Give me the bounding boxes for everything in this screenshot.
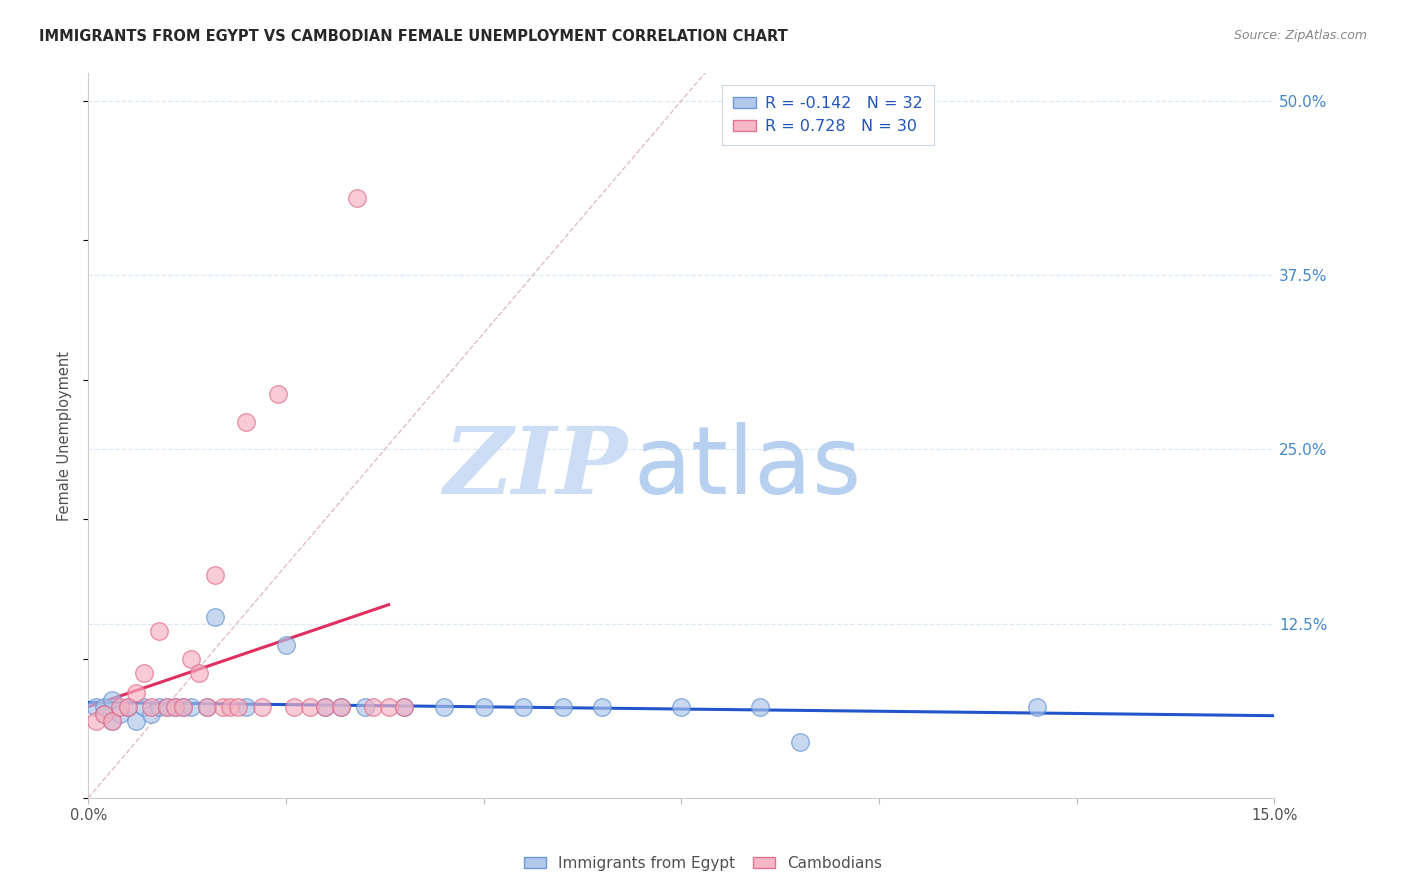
Point	[472, 700, 495, 714]
Point	[132, 700, 155, 714]
Point	[156, 700, 179, 714]
Point	[1026, 700, 1049, 714]
Point	[195, 700, 218, 714]
Point	[141, 707, 163, 722]
Point	[211, 700, 233, 714]
Point	[132, 665, 155, 680]
Point	[274, 638, 297, 652]
Point	[101, 714, 124, 729]
Point	[551, 700, 574, 714]
Point	[235, 700, 257, 714]
Point	[172, 700, 194, 714]
Y-axis label: Female Unemployment: Female Unemployment	[58, 351, 72, 521]
Legend: R = -0.142   N = 32, R = 0.728   N = 30: R = -0.142 N = 32, R = 0.728 N = 30	[723, 85, 934, 145]
Point	[228, 700, 250, 714]
Point	[204, 609, 226, 624]
Point	[156, 700, 179, 714]
Text: Source: ZipAtlas.com: Source: ZipAtlas.com	[1233, 29, 1367, 42]
Point	[250, 700, 273, 714]
Point	[165, 700, 187, 714]
Point	[298, 700, 321, 714]
Point	[749, 700, 772, 714]
Point	[330, 700, 353, 714]
Point	[195, 700, 218, 714]
Text: ZIP: ZIP	[444, 423, 628, 513]
Point	[314, 700, 336, 714]
Point	[101, 714, 124, 729]
Point	[219, 700, 242, 714]
Point	[165, 700, 187, 714]
Point	[141, 700, 163, 714]
Point	[377, 700, 399, 714]
Point	[180, 700, 202, 714]
Point	[84, 714, 107, 729]
Point	[148, 624, 170, 638]
Point	[108, 700, 131, 714]
Point	[117, 700, 139, 714]
Point	[361, 700, 384, 714]
Point	[108, 707, 131, 722]
Point	[93, 700, 115, 714]
Point	[180, 651, 202, 665]
Point	[671, 700, 693, 714]
Point	[148, 700, 170, 714]
Point	[124, 714, 146, 729]
Point	[267, 386, 290, 401]
Point	[354, 700, 377, 714]
Point	[394, 700, 416, 714]
Point	[512, 700, 534, 714]
Point	[93, 707, 115, 722]
Point	[346, 192, 368, 206]
Text: IMMIGRANTS FROM EGYPT VS CAMBODIAN FEMALE UNEMPLOYMENT CORRELATION CHART: IMMIGRANTS FROM EGYPT VS CAMBODIAN FEMAL…	[39, 29, 789, 44]
Point	[433, 700, 456, 714]
Point	[93, 707, 115, 722]
Point	[172, 700, 194, 714]
Point	[330, 700, 353, 714]
Text: atlas: atlas	[634, 422, 862, 514]
Point	[117, 700, 139, 714]
Point	[84, 700, 107, 714]
Legend: Immigrants from Egypt, Cambodians: Immigrants from Egypt, Cambodians	[517, 850, 889, 877]
Point	[591, 700, 613, 714]
Point	[789, 735, 811, 749]
Point	[314, 700, 336, 714]
Point	[124, 686, 146, 700]
Point	[204, 568, 226, 582]
Point	[187, 665, 209, 680]
Point	[101, 693, 124, 707]
Point	[394, 700, 416, 714]
Point	[283, 700, 305, 714]
Point	[235, 415, 257, 429]
